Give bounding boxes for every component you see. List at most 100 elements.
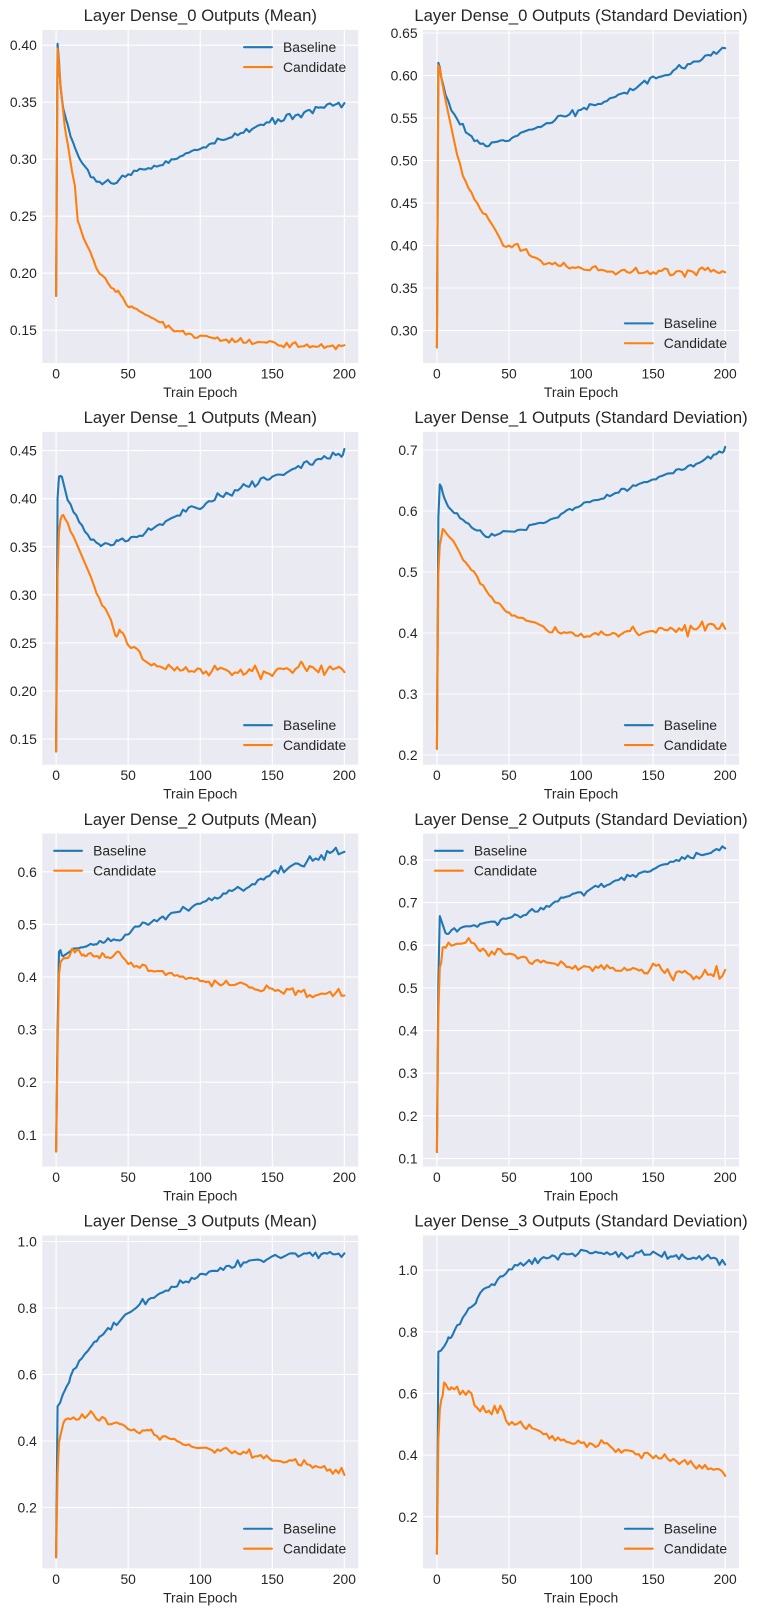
svg-text:50: 50 <box>120 365 136 381</box>
svg-text:1.0: 1.0 <box>398 1262 418 1278</box>
svg-text:100: 100 <box>569 1169 592 1185</box>
svg-text:0.8: 0.8 <box>398 852 418 868</box>
svg-text:100: 100 <box>569 1571 592 1587</box>
svg-text:0.50: 0.50 <box>391 153 418 169</box>
svg-text:Baseline: Baseline <box>283 717 337 733</box>
svg-text:150: 150 <box>642 767 665 783</box>
svg-text:100: 100 <box>189 1571 212 1587</box>
svg-text:Baseline: Baseline <box>474 843 528 859</box>
svg-text:Baseline: Baseline <box>664 315 718 331</box>
svg-text:50: 50 <box>501 365 517 381</box>
svg-text:100: 100 <box>569 365 592 381</box>
svg-text:150: 150 <box>642 365 665 381</box>
svg-text:0: 0 <box>52 1169 60 1185</box>
svg-text:0.3: 0.3 <box>398 1065 418 1081</box>
svg-text:0.4: 0.4 <box>398 625 418 641</box>
svg-text:0.15: 0.15 <box>10 322 37 338</box>
svg-text:200: 200 <box>333 365 356 381</box>
svg-text:0: 0 <box>52 365 60 381</box>
svg-text:0.45: 0.45 <box>10 443 37 459</box>
svg-text:200: 200 <box>714 1169 737 1185</box>
svg-text:0.1: 0.1 <box>398 1151 418 1167</box>
svg-text:0.65: 0.65 <box>391 25 418 41</box>
svg-text:Layer Dense_3 Outputs (Mean): Layer Dense_3 Outputs (Mean) <box>84 1212 317 1231</box>
svg-text:0.4: 0.4 <box>18 1433 38 1449</box>
svg-text:150: 150 <box>261 1571 284 1587</box>
svg-text:150: 150 <box>261 1169 284 1185</box>
svg-text:Candidate: Candidate <box>283 1541 347 1557</box>
svg-text:0.30: 0.30 <box>391 323 418 339</box>
svg-text:200: 200 <box>333 1571 356 1587</box>
svg-text:Layer Dense_2 Outputs (Standar: Layer Dense_2 Outputs (Standard Deviatio… <box>414 810 747 829</box>
svg-text:0.45: 0.45 <box>391 195 418 211</box>
svg-text:Candidate: Candidate <box>664 335 728 351</box>
svg-text:Train Epoch: Train Epoch <box>163 1188 237 1204</box>
svg-text:0: 0 <box>433 1169 441 1185</box>
svg-text:0.55: 0.55 <box>391 110 418 126</box>
svg-text:Layer Dense_1 Outputs (Mean): Layer Dense_1 Outputs (Mean) <box>84 408 317 427</box>
svg-text:50: 50 <box>120 1571 136 1587</box>
svg-text:50: 50 <box>501 767 517 783</box>
svg-text:50: 50 <box>501 1169 517 1185</box>
svg-text:200: 200 <box>714 1571 737 1587</box>
svg-text:Layer Dense_3 Outputs (Standar: Layer Dense_3 Outputs (Standard Deviatio… <box>414 1212 747 1231</box>
svg-text:0.4: 0.4 <box>18 969 38 985</box>
svg-text:Train Epoch: Train Epoch <box>544 786 618 802</box>
svg-text:100: 100 <box>189 767 212 783</box>
svg-text:0.4: 0.4 <box>398 1447 418 1463</box>
svg-text:0.35: 0.35 <box>10 94 37 110</box>
svg-text:150: 150 <box>261 365 284 381</box>
svg-text:0.8: 0.8 <box>18 1300 38 1316</box>
svg-text:0.3: 0.3 <box>18 1022 38 1038</box>
svg-text:0.5: 0.5 <box>18 916 38 932</box>
svg-text:Baseline: Baseline <box>664 1521 718 1537</box>
svg-text:0.7: 0.7 <box>398 442 418 458</box>
svg-text:150: 150 <box>261 767 284 783</box>
svg-text:Layer Dense_2 Outputs (Mean): Layer Dense_2 Outputs (Mean) <box>84 810 317 829</box>
svg-text:Layer Dense_1 Outputs (Standar: Layer Dense_1 Outputs (Standard Deviatio… <box>414 408 747 427</box>
svg-text:0.8: 0.8 <box>398 1324 418 1340</box>
svg-text:0.40: 0.40 <box>10 37 37 53</box>
svg-text:0.5: 0.5 <box>398 980 418 996</box>
svg-text:100: 100 <box>189 365 212 381</box>
svg-text:Baseline: Baseline <box>93 843 147 859</box>
svg-text:Layer Dense_0 Outputs (Mean): Layer Dense_0 Outputs (Mean) <box>84 6 317 25</box>
svg-text:Train Epoch: Train Epoch <box>544 1188 618 1204</box>
svg-text:0.25: 0.25 <box>10 635 37 651</box>
svg-text:0.6: 0.6 <box>18 1367 38 1383</box>
svg-text:0.2: 0.2 <box>18 1074 38 1090</box>
svg-text:0: 0 <box>433 365 441 381</box>
svg-text:0.2: 0.2 <box>398 1509 418 1525</box>
svg-text:1.0: 1.0 <box>18 1234 38 1250</box>
svg-text:Baseline: Baseline <box>283 1521 337 1537</box>
svg-text:0.35: 0.35 <box>10 539 37 555</box>
svg-text:0.25: 0.25 <box>10 208 37 224</box>
svg-text:0: 0 <box>52 767 60 783</box>
svg-text:150: 150 <box>642 1571 665 1587</box>
svg-text:0.2: 0.2 <box>398 1108 418 1124</box>
svg-text:200: 200 <box>714 365 737 381</box>
svg-text:Baseline: Baseline <box>283 39 337 55</box>
svg-text:0.2: 0.2 <box>398 747 418 763</box>
svg-text:0.7: 0.7 <box>398 895 418 911</box>
svg-text:Layer Dense_0 Outputs (Standar: Layer Dense_0 Outputs (Standard Deviatio… <box>414 6 747 25</box>
svg-text:0.4: 0.4 <box>398 1023 418 1039</box>
svg-text:50: 50 <box>120 767 136 783</box>
svg-text:0.20: 0.20 <box>10 265 37 281</box>
svg-text:Candidate: Candidate <box>664 737 728 753</box>
svg-text:Train Epoch: Train Epoch <box>163 1589 237 1605</box>
svg-text:Candidate: Candidate <box>283 737 347 753</box>
svg-text:0.3: 0.3 <box>398 686 418 702</box>
svg-text:Candidate: Candidate <box>283 59 347 75</box>
svg-text:0.30: 0.30 <box>10 587 37 603</box>
svg-text:100: 100 <box>189 1169 212 1185</box>
svg-text:100: 100 <box>569 767 592 783</box>
svg-text:0.6: 0.6 <box>398 503 418 519</box>
svg-text:0.1: 0.1 <box>18 1127 38 1143</box>
svg-text:0.60: 0.60 <box>391 68 418 84</box>
svg-text:0.30: 0.30 <box>10 151 37 167</box>
svg-text:0: 0 <box>433 1571 441 1587</box>
svg-text:0.20: 0.20 <box>10 683 37 699</box>
svg-text:200: 200 <box>333 1169 356 1185</box>
svg-text:Train Epoch: Train Epoch <box>163 786 237 802</box>
